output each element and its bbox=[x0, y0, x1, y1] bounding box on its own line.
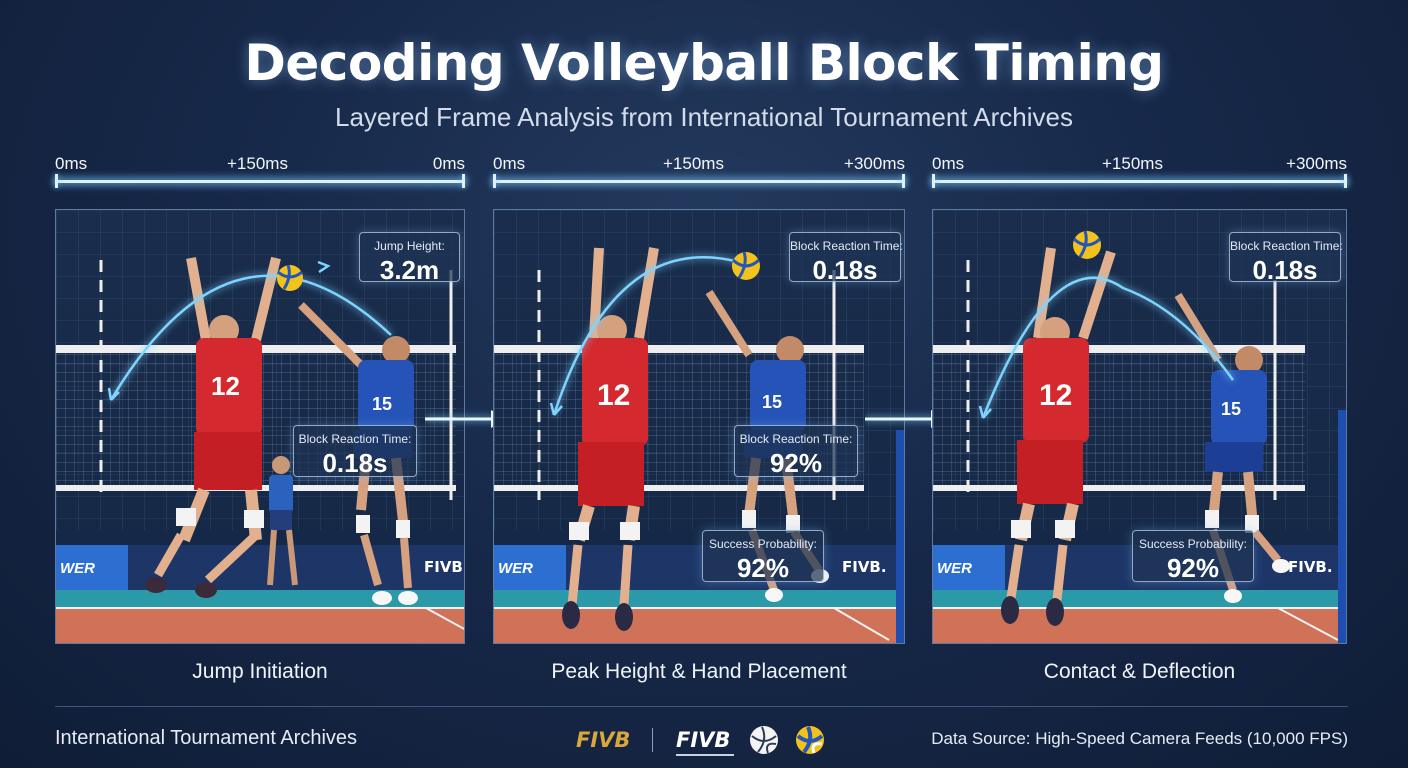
metric-label: Block Reaction Time: bbox=[298, 432, 412, 446]
board-fivb-text: FIVB. bbox=[1288, 558, 1333, 576]
metric-value: 0.18s bbox=[322, 448, 388, 478]
metric-jump-height: Jump Height: 3.2m bbox=[359, 232, 460, 285]
blocker-jersey-number: 12 bbox=[1039, 379, 1072, 412]
timeline-mid-label: +150ms bbox=[227, 154, 288, 173]
metric-label: Block Reaction Time: bbox=[1230, 239, 1343, 253]
fivb-logo-underline bbox=[676, 754, 734, 756]
volleyball-icon bbox=[796, 726, 824, 754]
board-left-text: WER bbox=[498, 560, 533, 577]
footer-archive-label: International Tournament Archives bbox=[55, 727, 358, 749]
timeline-tick bbox=[1344, 174, 1347, 188]
timeline-tick bbox=[932, 174, 935, 188]
page-title: Decoding Volleyball Block Timing bbox=[244, 34, 1164, 92]
timeline-end-label: +300ms bbox=[844, 154, 905, 173]
metric-block-reaction-time: Block Reaction Time: 0.18s bbox=[293, 425, 417, 478]
blocker-player: 12 bbox=[1001, 247, 1116, 626]
timeline-bar bbox=[932, 180, 1347, 183]
timeline-tick bbox=[902, 174, 905, 188]
attacker-player: 15 bbox=[1174, 292, 1290, 603]
timeline-2: 0ms +150ms +300ms bbox=[493, 154, 905, 194]
metric-label: Block Reaction Time: bbox=[790, 239, 903, 253]
timeline-end-label: +300ms bbox=[1286, 154, 1347, 173]
metric-value: 0.18s bbox=[812, 255, 878, 285]
metric-value: 3.2m bbox=[379, 255, 440, 285]
caption-contact-deflection: Contact & Deflection bbox=[1043, 660, 1236, 683]
metric-block-reaction-time: Block Reaction Time: 0.18s bbox=[789, 232, 903, 285]
timeline-bar bbox=[493, 180, 905, 183]
timeline-tick bbox=[493, 174, 496, 188]
fivb-logo-white: FIVB bbox=[676, 728, 731, 752]
metric-value: 0.18s bbox=[1252, 255, 1318, 285]
blocker-jersey-number: 12 bbox=[597, 379, 630, 412]
timeline-start-label: 0ms bbox=[932, 154, 965, 173]
metric-value: 92% bbox=[1166, 553, 1220, 583]
blocker-jersey-number: 12 bbox=[211, 371, 240, 401]
metric-block-reaction-time: Block Reaction Time: 0.18s bbox=[1229, 232, 1343, 285]
volleyball-icon bbox=[731, 251, 761, 280]
board-left-text: WER bbox=[60, 560, 95, 577]
fivb-logo-gold: FIVB bbox=[576, 728, 631, 752]
background-player bbox=[267, 456, 298, 586]
metric-label: Block Reaction Time: bbox=[739, 432, 853, 446]
metric-value: 92% bbox=[736, 553, 790, 583]
board-fivb-text: FIVB bbox=[424, 558, 463, 576]
metric-block-reaction-time-percent: Block Reaction Time: 92% bbox=[734, 425, 858, 478]
footer-logos: FIVB FIVB bbox=[576, 720, 836, 760]
timeline-mid-label: +150ms bbox=[663, 154, 724, 173]
timeline-start-label: 0ms bbox=[55, 154, 88, 173]
metric-success-probability: Success Probability: 92% bbox=[1132, 530, 1254, 583]
attacker-jersey-number: 15 bbox=[372, 394, 392, 414]
board-left-text: WER bbox=[937, 560, 972, 577]
timeline-tick bbox=[55, 174, 58, 188]
caption-jump-initiation: Jump Initiation bbox=[192, 660, 328, 683]
timeline-1: 0ms +150ms 0ms bbox=[55, 154, 465, 194]
footer-data-source: Data Source: High-Speed Camera Feeds (10… bbox=[931, 729, 1348, 748]
frame-panel-3: WER FIVB. 15 bbox=[932, 209, 1347, 644]
metric-success-probability: Success Probability: 92% bbox=[702, 530, 824, 583]
volleyball-icon bbox=[277, 264, 303, 291]
metric-label: Jump Height: bbox=[374, 239, 445, 253]
footer-divider bbox=[55, 706, 1348, 707]
metric-label: Success Probability: bbox=[1138, 537, 1248, 551]
board-fivb-text: FIVB. bbox=[842, 558, 887, 576]
volleyball-icon bbox=[750, 726, 778, 754]
caption-peak-height: Peak Height & Hand Placement bbox=[551, 660, 847, 683]
attacker-jersey-number: 15 bbox=[1221, 399, 1241, 419]
logo-separator bbox=[652, 728, 653, 752]
page-subtitle: Layered Frame Analysis from Internationa… bbox=[335, 102, 1073, 132]
timeline-start-label: 0ms bbox=[493, 154, 526, 173]
timeline-tick bbox=[462, 174, 465, 188]
volleyball-icon bbox=[1072, 230, 1102, 259]
timeline-end-label: 0ms bbox=[432, 154, 465, 173]
frame-panel-1: WER FIVB 15 bbox=[55, 209, 465, 644]
frame-panel-2: WER FIVB. 15 bbox=[493, 209, 905, 644]
attacker-jersey-number: 15 bbox=[762, 392, 782, 412]
timeline-mid-label: +150ms bbox=[1102, 154, 1163, 173]
metric-value: 92% bbox=[769, 448, 823, 478]
blocker-player: 12 bbox=[145, 256, 281, 598]
metric-label: Success Probability: bbox=[708, 537, 818, 551]
timeline-bar bbox=[55, 180, 465, 183]
timeline-3: 0ms +150ms +300ms bbox=[932, 154, 1347, 194]
